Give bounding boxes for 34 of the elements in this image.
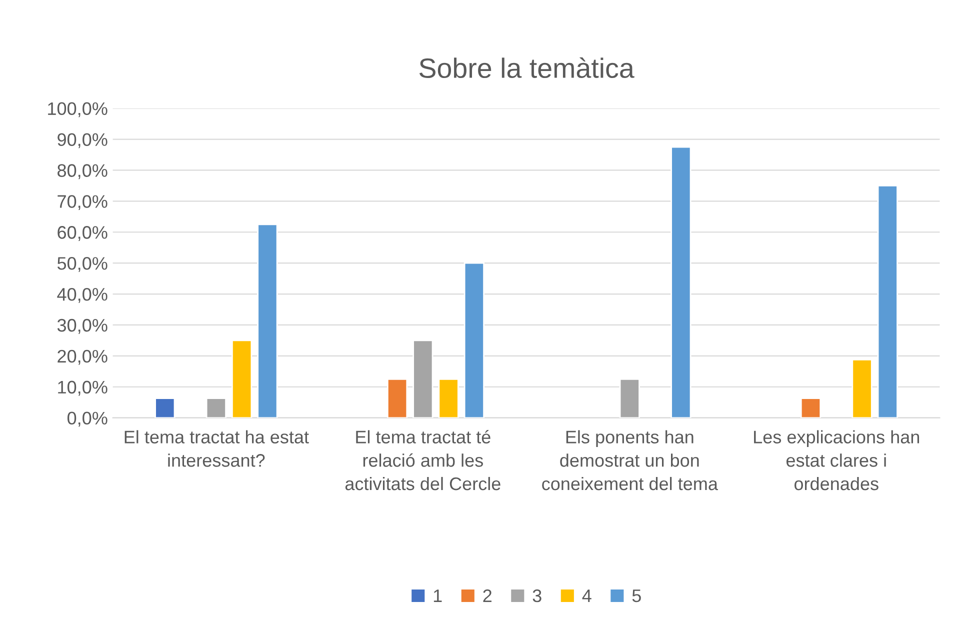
y-tick-label: 70,0%	[58, 195, 108, 210]
bar	[464, 262, 484, 418]
bar	[257, 224, 278, 418]
bar	[154, 398, 176, 418]
y-tick-label: 40,0%	[57, 288, 108, 303]
bar	[877, 185, 898, 418]
y-tick-label: 10,0%	[58, 380, 108, 396]
bar	[386, 378, 408, 418]
legend-label: 3	[532, 589, 542, 602]
bar	[438, 378, 459, 418]
legend-label: 4	[582, 590, 592, 602]
legend-label: 5	[632, 590, 641, 602]
bar	[232, 340, 252, 418]
bar	[852, 358, 872, 418]
bar	[670, 146, 692, 418]
bar	[206, 398, 226, 418]
y-tick-label: 30,0%	[57, 318, 108, 334]
x-tick-label: El tema tractat té relació amb les activitats del Cercle	[345, 430, 500, 490]
bar	[412, 340, 434, 418]
chart-title: Sobre la temàtica	[419, 57, 634, 78]
y-tick-label: 60,0%	[58, 226, 108, 241]
y-tick-label: 50,0%	[57, 257, 108, 272]
y-tick-label: 20,0%	[58, 350, 108, 365]
x-tick-label: Els ponents han demostrat un bon coneixement del tema	[542, 430, 718, 490]
x-tick-label: El tema tractat ha estat interessant?	[124, 430, 309, 467]
bar	[619, 378, 640, 418]
y-tick-label: 0,0%	[68, 412, 108, 427]
legend-label: 2	[483, 589, 492, 602]
y-tick-label: 100,0%	[48, 102, 108, 118]
legend-label: 1	[434, 590, 442, 602]
x-tick-label: Les explicacions han estat clares i ordenades	[754, 430, 920, 490]
bar	[800, 398, 822, 418]
y-tick-label: 90,0%	[58, 133, 108, 148]
y-tick-label: 80,0%	[58, 164, 108, 180]
